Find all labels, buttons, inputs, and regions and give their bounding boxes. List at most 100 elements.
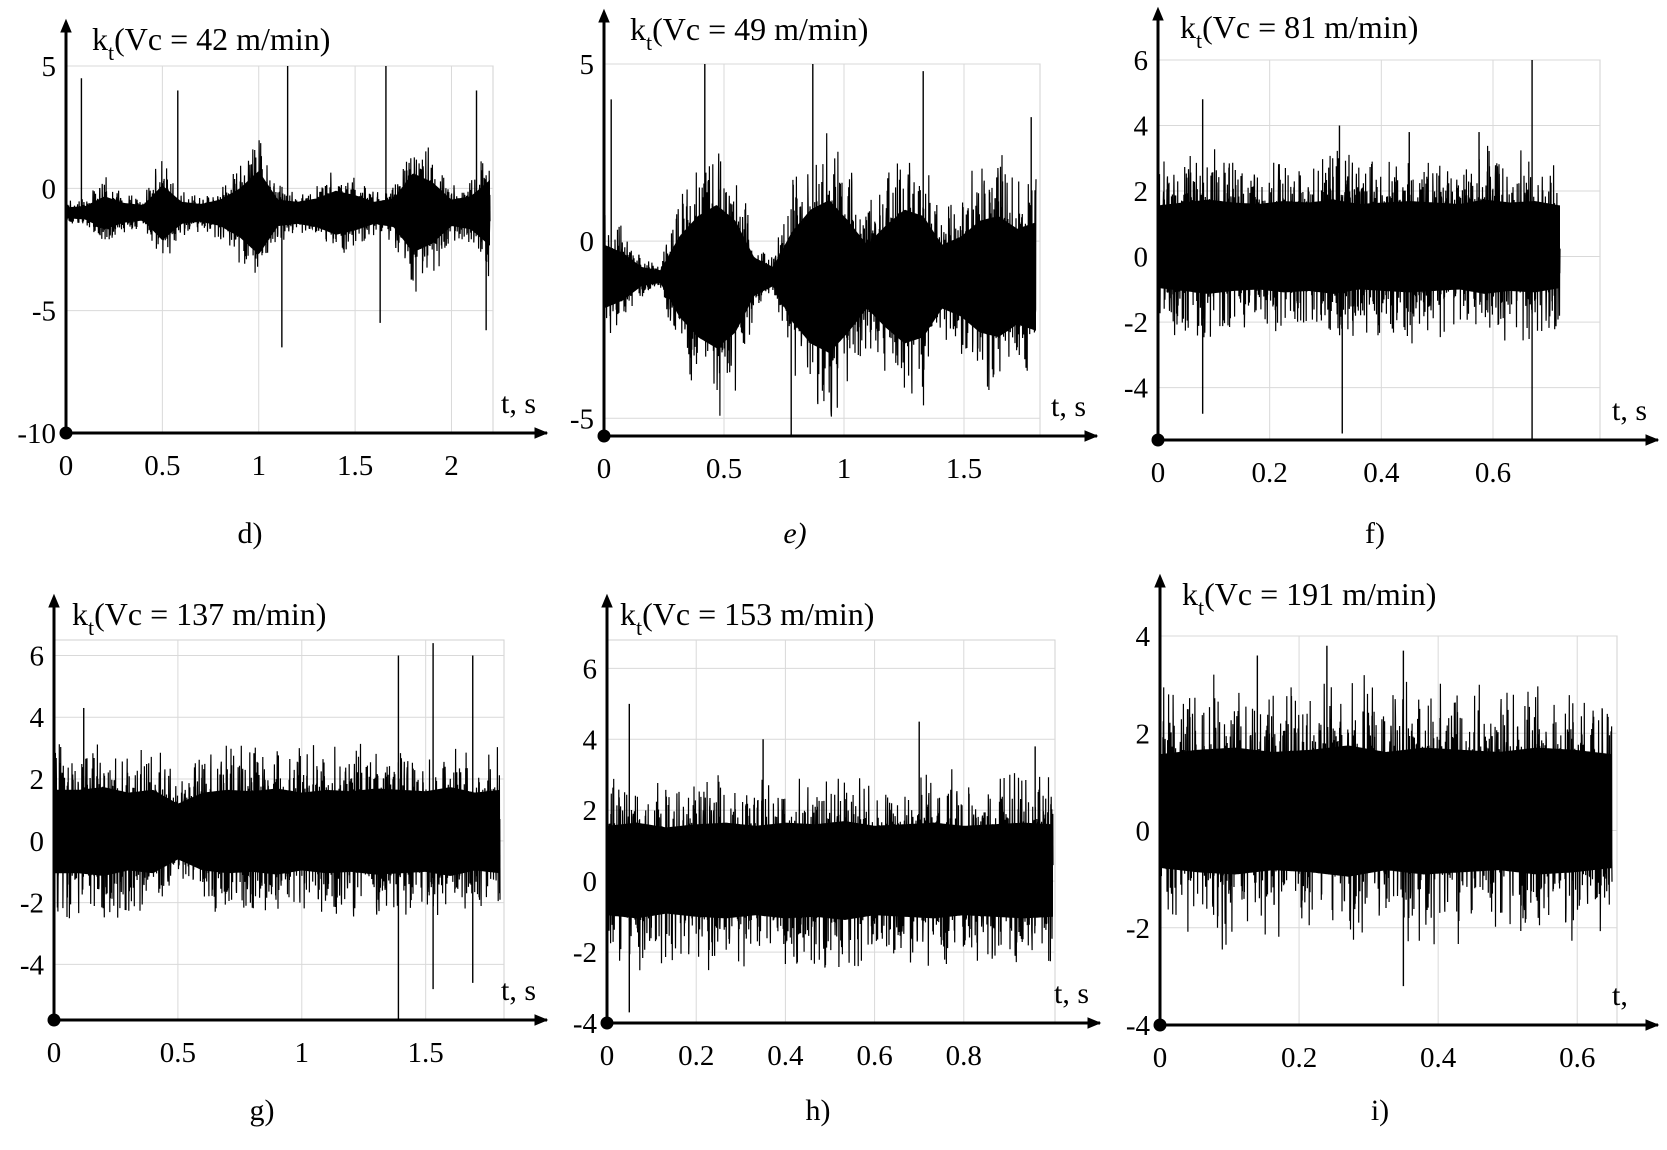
y-axis-arrow-icon xyxy=(601,593,613,608)
signal-core xyxy=(54,787,500,876)
x-tick-label: 0 xyxy=(47,1037,62,1069)
chart-title: kt(Vc = 137 m/min) xyxy=(72,596,326,640)
x-tick-label: 0.6 xyxy=(1475,457,1511,489)
panel-caption: i) xyxy=(1371,1094,1389,1127)
y-tick-label: -2 xyxy=(1126,913,1150,945)
x-tick-label: 0.6 xyxy=(1559,1042,1595,1074)
y-tick-label: 0 xyxy=(583,866,598,898)
panel-g: 0 0.5 1 1.5 -4 -2 0 2 4 6 t, s kt(Vc = 137 m/min) g) xyxy=(20,593,549,1127)
x-tick-label: 1.5 xyxy=(408,1037,444,1069)
y-tick-label: 4 xyxy=(1136,621,1151,653)
y-tick-label: -2 xyxy=(20,888,44,920)
origin-dot xyxy=(600,1016,614,1030)
chart-title: kt(Vc = 191 m/min) xyxy=(1182,576,1436,620)
x-tick-label: 0.2 xyxy=(1281,1042,1317,1074)
plot-frame xyxy=(65,65,494,434)
x-tick-label: 0 xyxy=(600,1040,615,1072)
y-tick-label: 4 xyxy=(30,702,45,734)
y-tick-label: 2 xyxy=(30,764,45,796)
axes xyxy=(1153,573,1660,1032)
x-axis-arrow-icon xyxy=(1087,1017,1102,1029)
y-tick-label: -2 xyxy=(573,937,597,969)
panel-caption: d) xyxy=(238,517,263,550)
axes xyxy=(597,8,1099,443)
y-tick-label: -2 xyxy=(1124,307,1148,339)
y-tick-label: 0 xyxy=(580,226,595,258)
x-tick-label: 0 xyxy=(59,450,74,482)
origin-dot xyxy=(59,426,73,440)
y-tick-label: -10 xyxy=(17,418,56,450)
origin-dot xyxy=(47,1013,61,1027)
x-tick-label: 0.4 xyxy=(1363,457,1400,489)
origin-dot xyxy=(1151,433,1165,447)
chart-title: kt(Vc = 42 m/min) xyxy=(92,21,330,65)
x-tick-label: 0.2 xyxy=(678,1040,714,1072)
x-tick-label: 0.5 xyxy=(160,1037,196,1069)
y-tick-label: -5 xyxy=(570,403,594,435)
y-tick-label: 4 xyxy=(583,724,598,756)
panel-d: 0 0.5 1 1.5 2 -10 -5 0 5 t, s kt(Vc = 42 m/min) d) xyxy=(17,18,549,550)
signal-core xyxy=(1158,199,1560,294)
panel-caption: f) xyxy=(1365,517,1385,550)
signal-core xyxy=(66,171,490,255)
y-tick-label: -5 xyxy=(32,296,56,328)
y-tick-label: 0 xyxy=(42,173,57,205)
x-axis-label: t, s xyxy=(1612,394,1647,427)
x-tick-label: 1 xyxy=(251,450,266,482)
y-tick-label: 0 xyxy=(30,826,45,858)
x-tick-label: 1 xyxy=(295,1037,310,1069)
x-axis-arrow-icon xyxy=(1645,1019,1660,1031)
axes xyxy=(47,593,549,1027)
x-axis-arrow-icon xyxy=(534,1014,549,1026)
x-tick-label: 0 xyxy=(1151,457,1166,489)
panel-h: 0 0.2 0.4 0.6 0.8 -4 -2 0 2 4 6 t, s kt(Vc = 153 m/m… xyxy=(573,593,1102,1127)
signal-core xyxy=(607,821,1053,920)
y-tick-label: -4 xyxy=(573,1008,598,1040)
y-tick-label: 2 xyxy=(583,795,598,827)
y-axis-arrow-icon xyxy=(1154,573,1166,588)
y-tick-label: 5 xyxy=(42,51,57,83)
x-axis-label: t, s xyxy=(501,387,536,420)
panel-caption: e) xyxy=(783,517,806,550)
panel-caption: h) xyxy=(806,1094,831,1127)
y-tick-label: 5 xyxy=(580,49,595,81)
y-tick-label: -4 xyxy=(1124,373,1149,405)
x-tick-label: 0.4 xyxy=(1420,1042,1457,1074)
x-tick-label: 1.5 xyxy=(946,453,982,485)
y-tick-label: 6 xyxy=(30,640,45,672)
chart-title: kt(Vc = 49 m/min) xyxy=(630,11,868,55)
x-tick-label: 0.8 xyxy=(946,1040,982,1072)
y-tick-label: 6 xyxy=(583,653,598,685)
x-axis-arrow-icon xyxy=(1645,434,1660,446)
chart-title: kt(Vc = 81 m/min) xyxy=(1180,9,1418,53)
signal-core xyxy=(1160,745,1612,877)
y-tick-label: 2 xyxy=(1136,718,1151,750)
x-axis-label: t, s xyxy=(501,974,536,1007)
x-axis-label: t, s xyxy=(1051,390,1086,423)
x-axis-label: t, xyxy=(1612,979,1628,1012)
y-tick-label: -4 xyxy=(20,949,45,981)
axes xyxy=(1151,6,1660,447)
y-tick-label: 0 xyxy=(1134,242,1149,274)
panel-f: 0 0.2 0.4 0.6 -4 -2 0 2 4 6 t, s kt(Vc = 81 m/min) f… xyxy=(1124,6,1660,550)
x-axis-arrow-icon xyxy=(534,427,549,439)
y-tick-label: -4 xyxy=(1126,1010,1151,1042)
origin-dot xyxy=(597,429,611,443)
x-tick-label: 1.5 xyxy=(337,450,373,482)
x-tick-label: 0 xyxy=(1153,1042,1168,1074)
axes xyxy=(600,593,1102,1030)
panel-caption: g) xyxy=(250,1094,275,1127)
x-tick-label: 0.2 xyxy=(1252,457,1288,489)
x-tick-label: 0.5 xyxy=(706,453,742,485)
y-tick-label: 4 xyxy=(1134,111,1149,143)
y-axis-arrow-icon xyxy=(60,18,72,33)
axes xyxy=(59,18,549,440)
y-tick-label: 2 xyxy=(1134,176,1149,208)
x-axis-arrow-icon xyxy=(1084,430,1099,442)
y-axis-arrow-icon xyxy=(48,593,60,608)
x-tick-label: 2 xyxy=(444,450,459,482)
y-axis-arrow-icon xyxy=(598,8,610,23)
chart-title: kt(Vc = 153 m/min) xyxy=(620,596,874,640)
